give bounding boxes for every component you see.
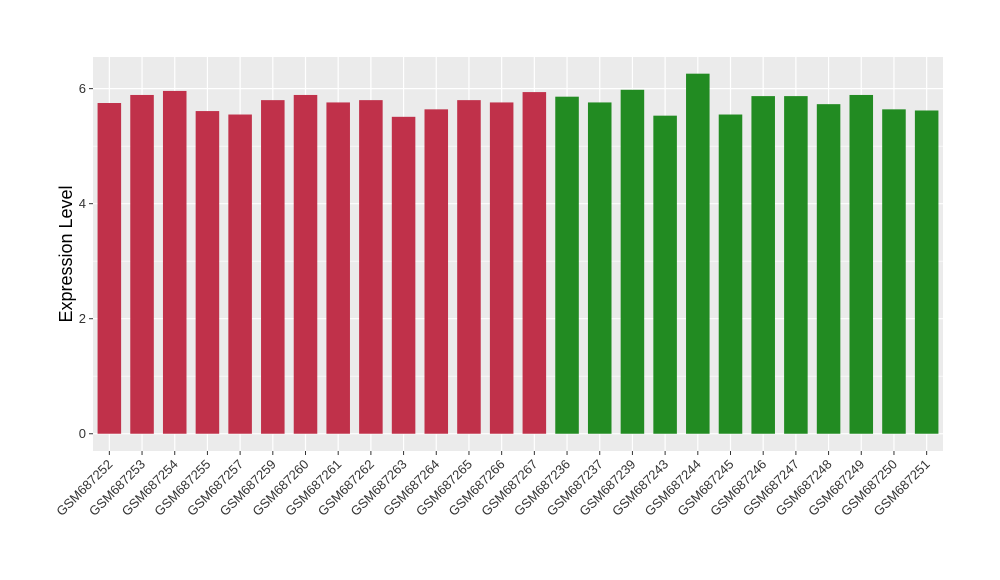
bar: [686, 73, 710, 434]
bar: [261, 100, 285, 434]
bar: [751, 96, 775, 434]
y-tick-label: 6: [79, 81, 86, 96]
bar: [555, 96, 579, 434]
y-axis-title: Expression Level: [56, 185, 76, 322]
bar: [457, 100, 481, 434]
plot-panel: [93, 57, 943, 451]
y-tick-label: 2: [79, 311, 86, 326]
y-tick-label: 4: [79, 196, 86, 211]
y-tick-label: 0: [79, 426, 86, 441]
bar: [882, 109, 906, 434]
bar: [849, 94, 874, 434]
bar: [489, 102, 514, 434]
bar: [587, 102, 612, 434]
bar: [816, 104, 841, 434]
y-axis: 0 2 4 6: [79, 81, 93, 441]
bar: [391, 116, 416, 434]
bar: [914, 110, 939, 434]
bar: [620, 89, 645, 434]
bar: [326, 102, 350, 434]
x-axis: GSM687252GSM687253GSM687254GSM687255GSM6…: [53, 451, 933, 519]
bar: [97, 103, 122, 434]
bar: [195, 111, 220, 434]
bars: [97, 73, 939, 434]
bar: [228, 114, 252, 434]
bar: [162, 90, 187, 434]
bar: [293, 94, 318, 434]
bar: [718, 114, 743, 434]
bar: [653, 115, 677, 434]
bar: [522, 92, 547, 434]
bar: [784, 96, 808, 434]
bar: [424, 109, 449, 434]
bar: [359, 100, 383, 434]
bar: [130, 94, 154, 434]
